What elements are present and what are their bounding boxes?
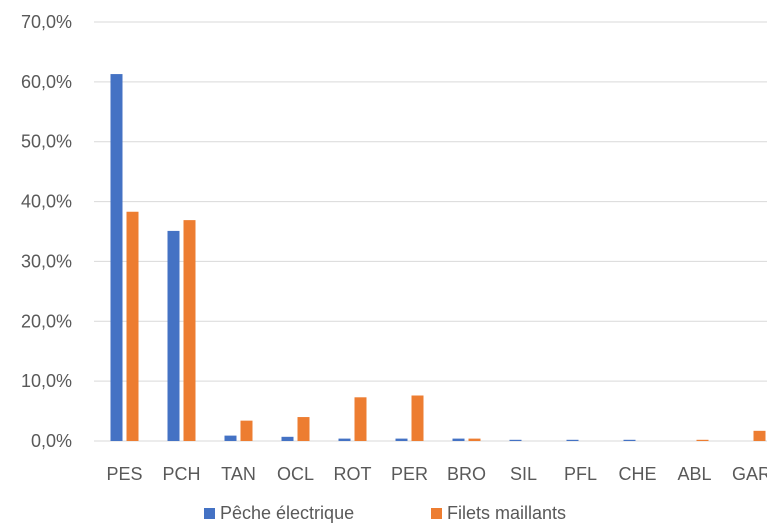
bar-peche-electrique — [338, 438, 351, 441]
bar-filets-maillants — [753, 430, 766, 441]
legend-swatch — [431, 508, 442, 519]
bar-peche-electrique — [623, 439, 636, 441]
x-tick-label: ROT — [334, 464, 372, 484]
legend-item-peche-electrique: Pêche électrique — [204, 503, 354, 523]
x-tick-label: BRO — [447, 464, 486, 484]
legend-label: Pêche électrique — [220, 503, 354, 523]
x-tick-label: SIL — [510, 464, 537, 484]
bar-peche-electrique — [395, 438, 408, 441]
y-tick-label: 10,0% — [21, 371, 72, 391]
bar-peche-electrique — [167, 230, 180, 441]
y-tick-label: 50,0% — [21, 132, 72, 152]
bar-peche-electrique — [509, 439, 522, 441]
legend-item-filets-maillants: Filets maillants — [431, 503, 566, 523]
y-tick-label: 20,0% — [21, 311, 72, 331]
y-tick-label: 40,0% — [21, 192, 72, 212]
y-tick-label: 60,0% — [21, 72, 72, 92]
x-tick-label: CHE — [618, 464, 656, 484]
bar-peche-electrique — [110, 74, 123, 441]
bar-filets-maillants — [183, 220, 196, 441]
x-tick-label: PES — [106, 464, 142, 484]
bar-filets-maillants — [696, 439, 709, 441]
x-tick-label: OCL — [277, 464, 314, 484]
x-tick-label: GAR — [732, 464, 767, 484]
bar-filets-maillants — [297, 417, 310, 441]
x-tick-label: TAN — [221, 464, 256, 484]
bar-peche-electrique — [566, 439, 579, 441]
gridlines — [94, 21, 767, 442]
x-tick-label: PER — [391, 464, 428, 484]
bar-filets-maillants — [411, 395, 424, 441]
bar-peche-electrique — [452, 438, 465, 441]
x-tick-label: PFL — [564, 464, 597, 484]
x-tick-label: ABL — [677, 464, 711, 484]
bar-filets-maillants — [354, 397, 367, 441]
y-tick-label: 0,0% — [31, 431, 72, 451]
legend-swatch — [204, 508, 215, 519]
x-axis-ticks: PES PCH TAN OCL ROT PER BRO SIL PFL CHE ABL GAR — [106, 464, 767, 484]
y-axis-ticks: 0,0% 10,0% 20,0% 30,0% 40,0% 50,0% 60,0% 70,0% — [21, 12, 72, 451]
bar-filets-maillants — [126, 211, 139, 441]
bar-filets-maillants — [468, 438, 481, 441]
legend: Pêche électrique Filets maillants — [204, 503, 566, 523]
bar-peche-electrique — [281, 436, 294, 441]
bar-filets-maillants — [240, 420, 253, 441]
y-tick-label: 70,0% — [21, 12, 72, 32]
x-tick-label: PCH — [162, 464, 200, 484]
y-tick-label: 30,0% — [21, 251, 72, 271]
legend-label: Filets maillants — [447, 503, 566, 523]
bar-peche-electrique — [224, 435, 237, 441]
bars — [110, 74, 766, 441]
